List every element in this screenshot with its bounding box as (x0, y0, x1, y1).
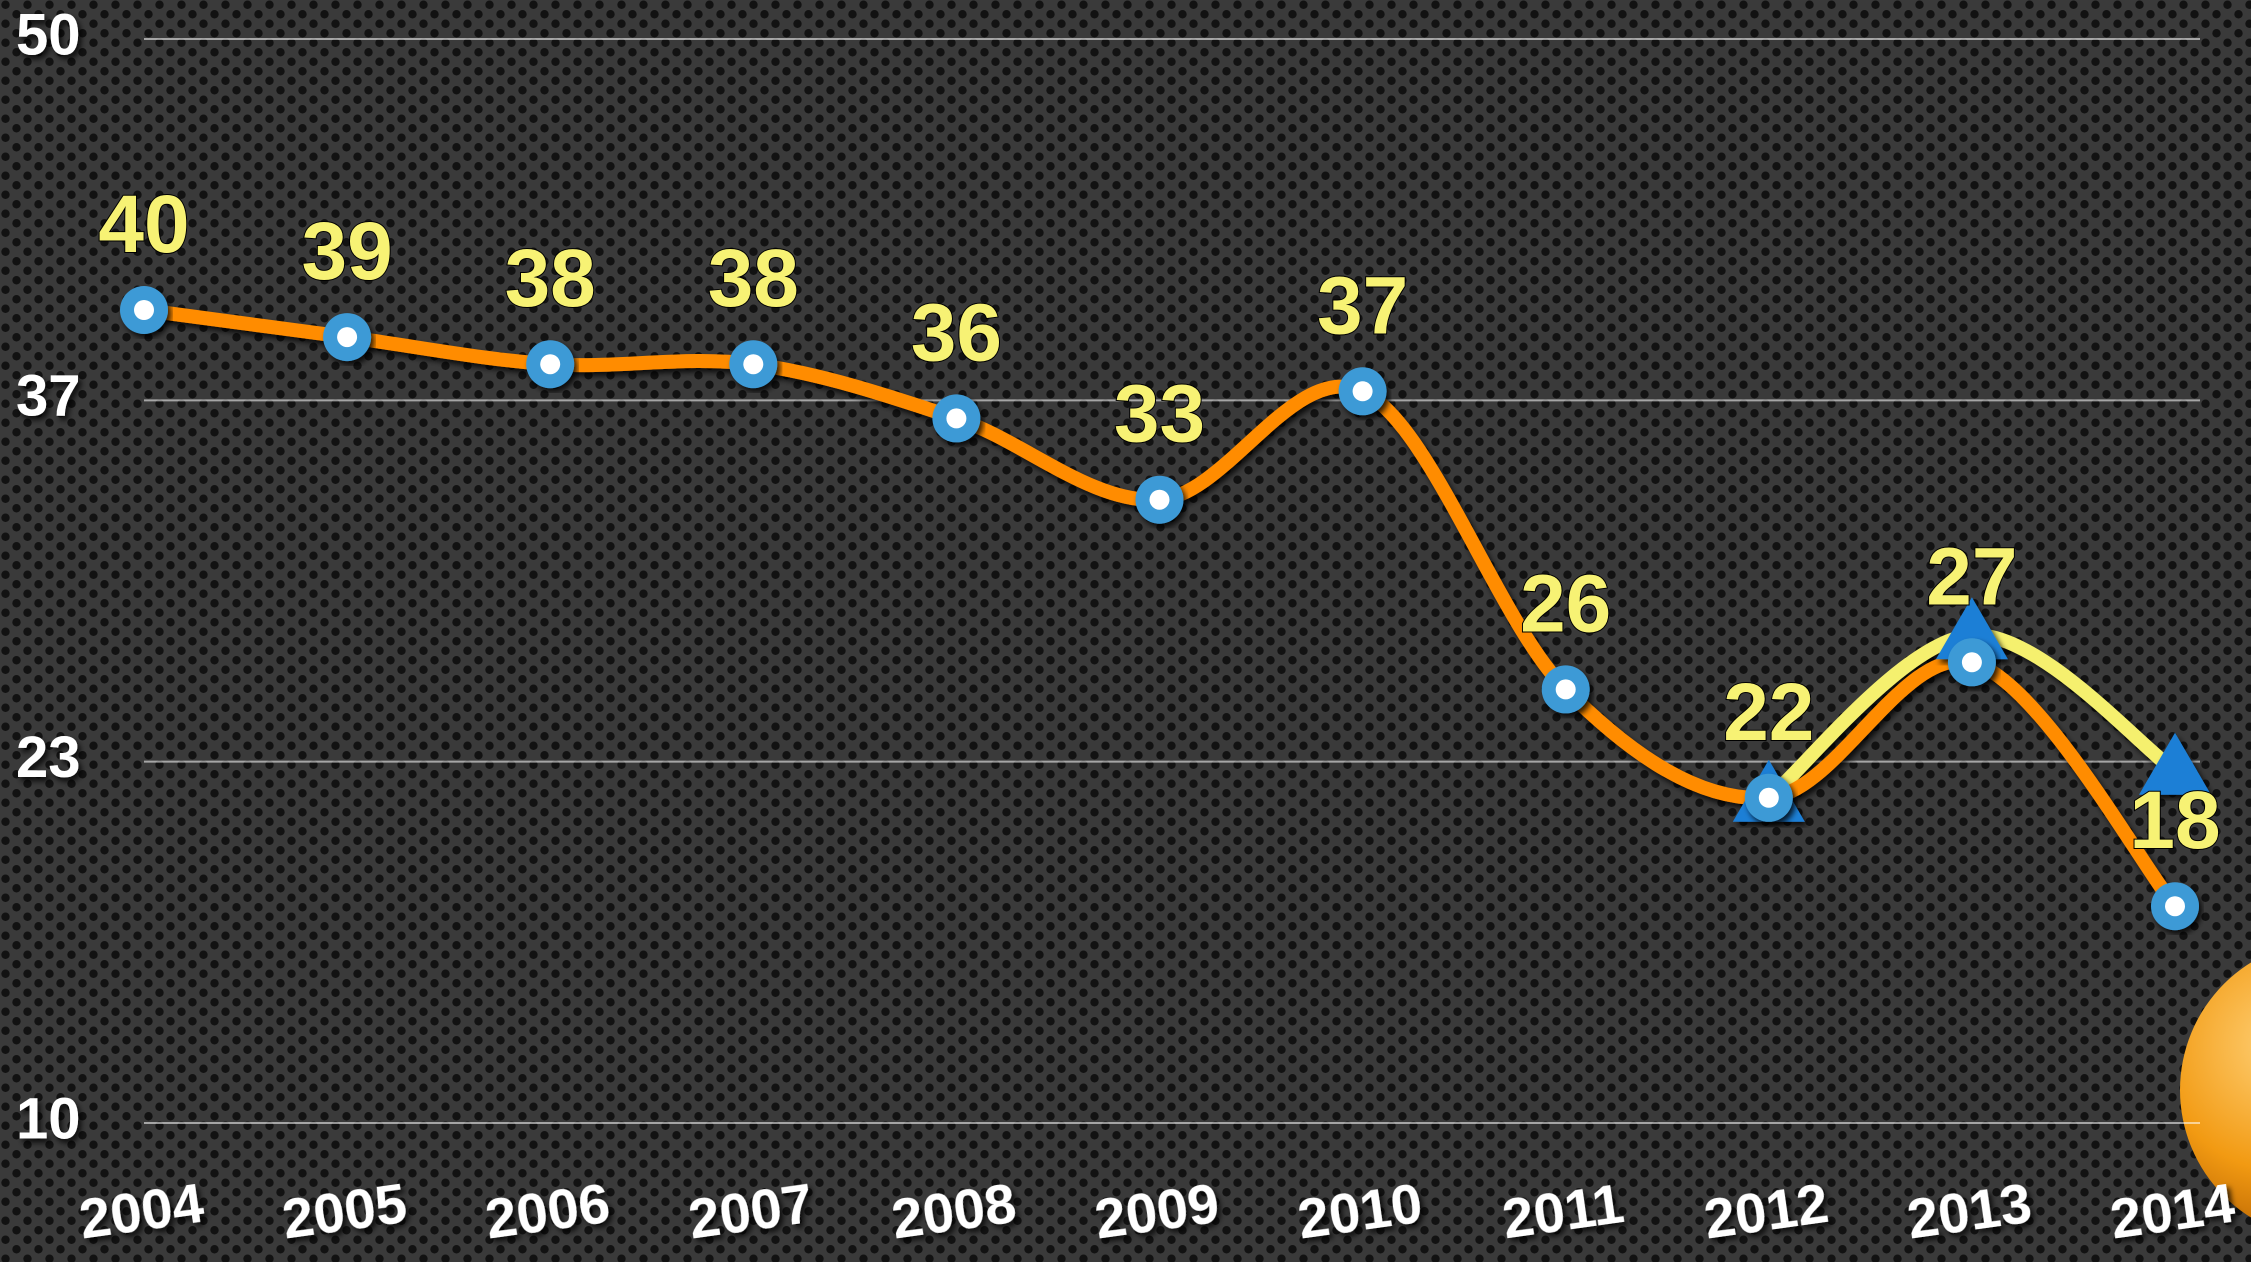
y-tick-label: 50 (16, 2, 81, 67)
background (0, 0, 2251, 1262)
marker-center (1759, 788, 1779, 808)
value-label: 39 (301, 206, 392, 297)
page: 10233750 2004200520062007200820092010201… (0, 0, 2251, 1262)
marker-center (540, 354, 560, 374)
value-label: 18 (2129, 775, 2220, 866)
value-label: 33 (1114, 369, 1205, 460)
value-label: 38 (708, 233, 799, 324)
marker-center (134, 300, 154, 320)
chart: 10233750 2004200520062007200820092010201… (0, 0, 2251, 1262)
marker-center (946, 408, 966, 428)
marker-center (1962, 652, 1982, 672)
marker-center (1150, 490, 1170, 510)
value-label: 36 (911, 287, 1002, 378)
value-label: 37 (1317, 260, 1408, 351)
value-label: 27 (1926, 531, 2017, 622)
marker-center (743, 354, 763, 374)
marker-center (337, 327, 357, 347)
value-label: 26 (1520, 558, 1611, 649)
marker-center (2165, 896, 2185, 916)
y-tick-label: 37 (16, 364, 81, 429)
y-tick-label: 10 (16, 1086, 81, 1151)
marker-center (1556, 679, 1576, 699)
y-tick-label: 23 (16, 725, 81, 790)
marker-center (1353, 381, 1373, 401)
value-label: 38 (505, 233, 596, 324)
value-label: 40 (98, 179, 189, 270)
value-label: 22 (1723, 667, 1814, 758)
